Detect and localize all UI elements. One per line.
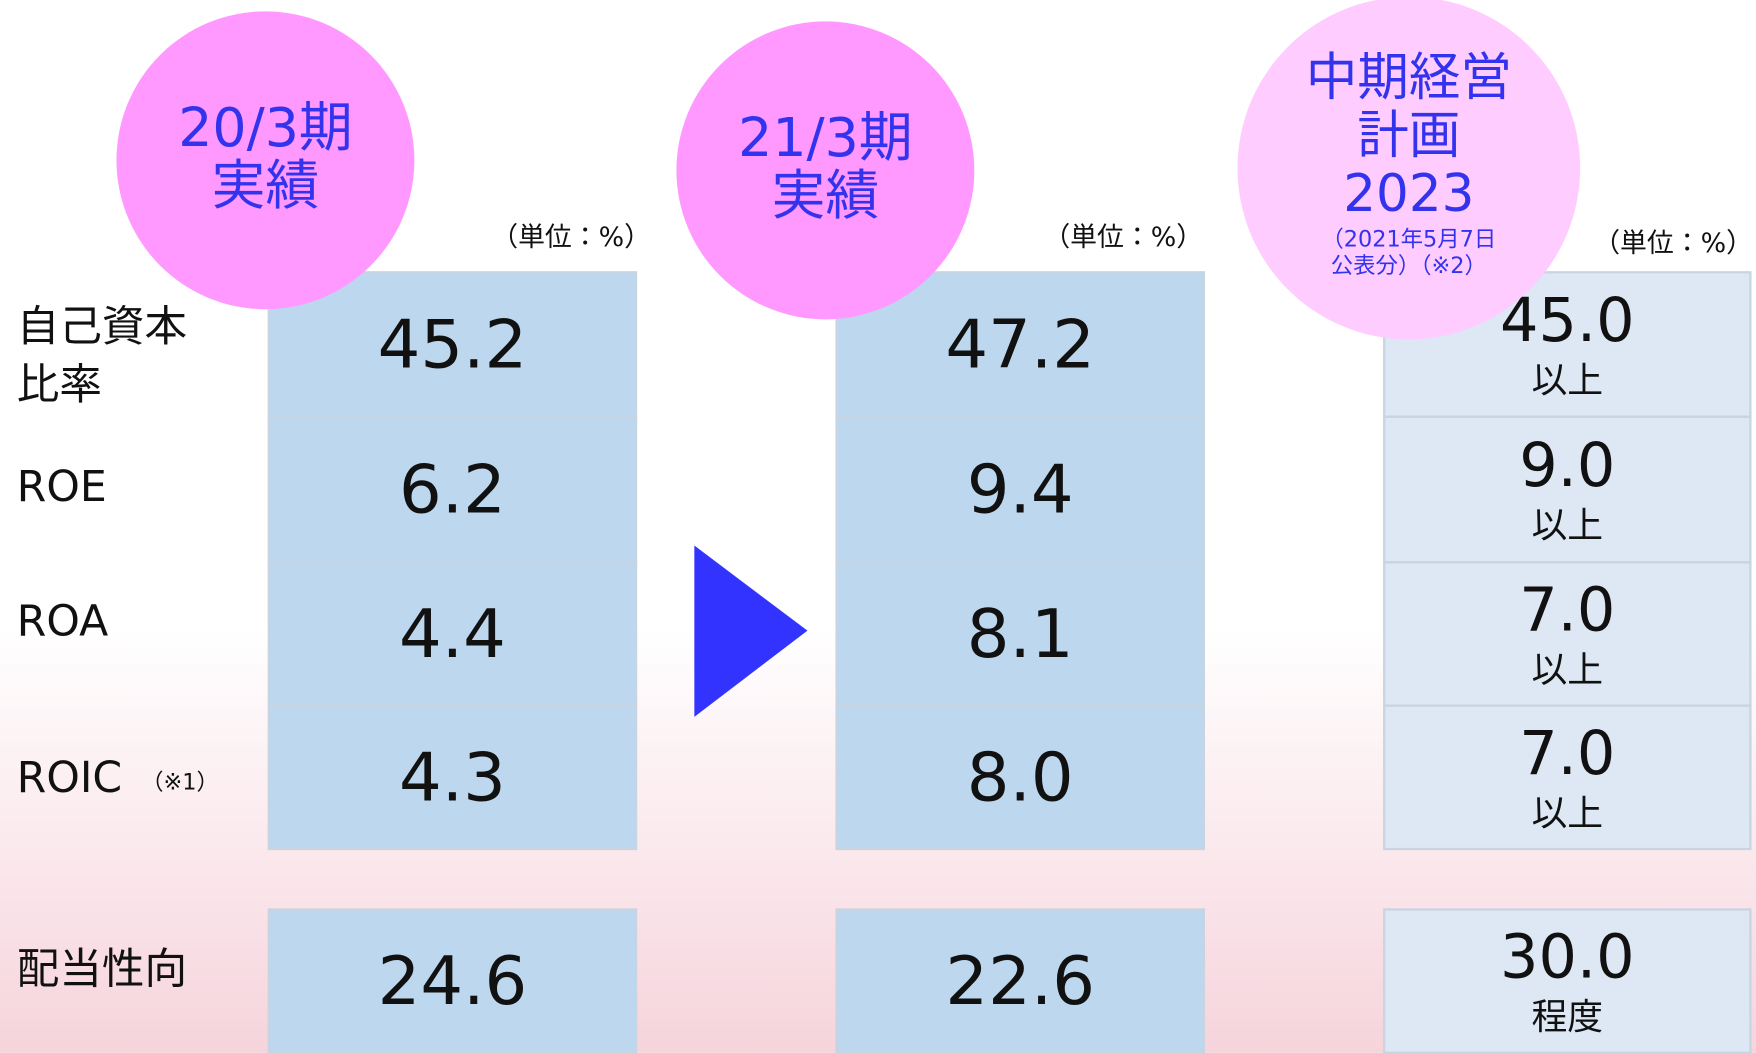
cell-value: 24.6: [378, 942, 528, 1020]
cell-value: 6.2: [399, 451, 506, 529]
row-label: ROIC: [17, 754, 122, 803]
arrow: [694, 545, 808, 717]
cell: [1383, 704, 1752, 851]
unit-label: （単位：%）: [1593, 228, 1753, 259]
cell: [267, 561, 638, 707]
header-title: 実績: [212, 154, 320, 217]
cell-value: 7.0: [1519, 575, 1615, 645]
cell-qualifier: 以上: [1531, 650, 1603, 691]
unit-label: （単位：%）: [1043, 222, 1203, 253]
header-note: （2021年5月7日: [1321, 226, 1496, 252]
header-title: 中期経営: [1306, 48, 1512, 108]
cell-value: 7.0: [1519, 719, 1615, 789]
cell-value: 45.0: [1500, 286, 1635, 356]
cell-qualifier: 程度: [1531, 997, 1603, 1038]
header-title: 21/3期: [738, 106, 912, 169]
row-label: 比率: [17, 361, 102, 410]
row-label: ROE: [17, 463, 107, 512]
cell: [835, 704, 1206, 851]
header-note: 公表分）（※2）: [1331, 253, 1487, 279]
cell-value: 22.6: [945, 942, 1095, 1020]
cell: [1383, 561, 1752, 707]
cell: [835, 415, 1206, 564]
header-title: 実績: [772, 164, 880, 227]
unit-label: （単位：%）: [491, 222, 651, 253]
header-circle: [116, 11, 415, 310]
header-circle: [1237, 0, 1581, 340]
cell-qualifier: 以上: [1531, 361, 1603, 402]
header-title: 2023: [1343, 164, 1474, 224]
row-label-note: （※1）: [141, 769, 219, 795]
row-label: 自己資本: [17, 303, 187, 352]
cell: [267, 415, 638, 564]
header-circle: [676, 21, 975, 320]
cell-value: 9.0: [1519, 431, 1615, 501]
cell: [267, 704, 638, 851]
cell-qualifier: 以上: [1531, 793, 1603, 834]
cell-qualifier: 以上: [1531, 506, 1603, 547]
cell: [835, 908, 1206, 1053]
cell-value: 30.0: [1500, 923, 1635, 993]
cell: [835, 561, 1206, 707]
cell: [1383, 908, 1752, 1053]
cell-value: 9.4: [967, 451, 1074, 529]
header-title: 20/3期: [178, 96, 352, 159]
row-label: 配当性向: [17, 946, 187, 995]
row-label: ROA: [17, 597, 108, 646]
header-title: 計画: [1357, 106, 1460, 166]
cell: [1383, 415, 1752, 564]
cell: [267, 271, 638, 418]
cell-value: 4.3: [399, 738, 506, 816]
cell-value: 47.2: [945, 306, 1095, 384]
cell-value: 45.2: [378, 306, 528, 384]
cell-value: 4.4: [399, 595, 506, 673]
cell-value: 8.0: [967, 738, 1074, 816]
cell-value: 8.1: [967, 595, 1074, 673]
